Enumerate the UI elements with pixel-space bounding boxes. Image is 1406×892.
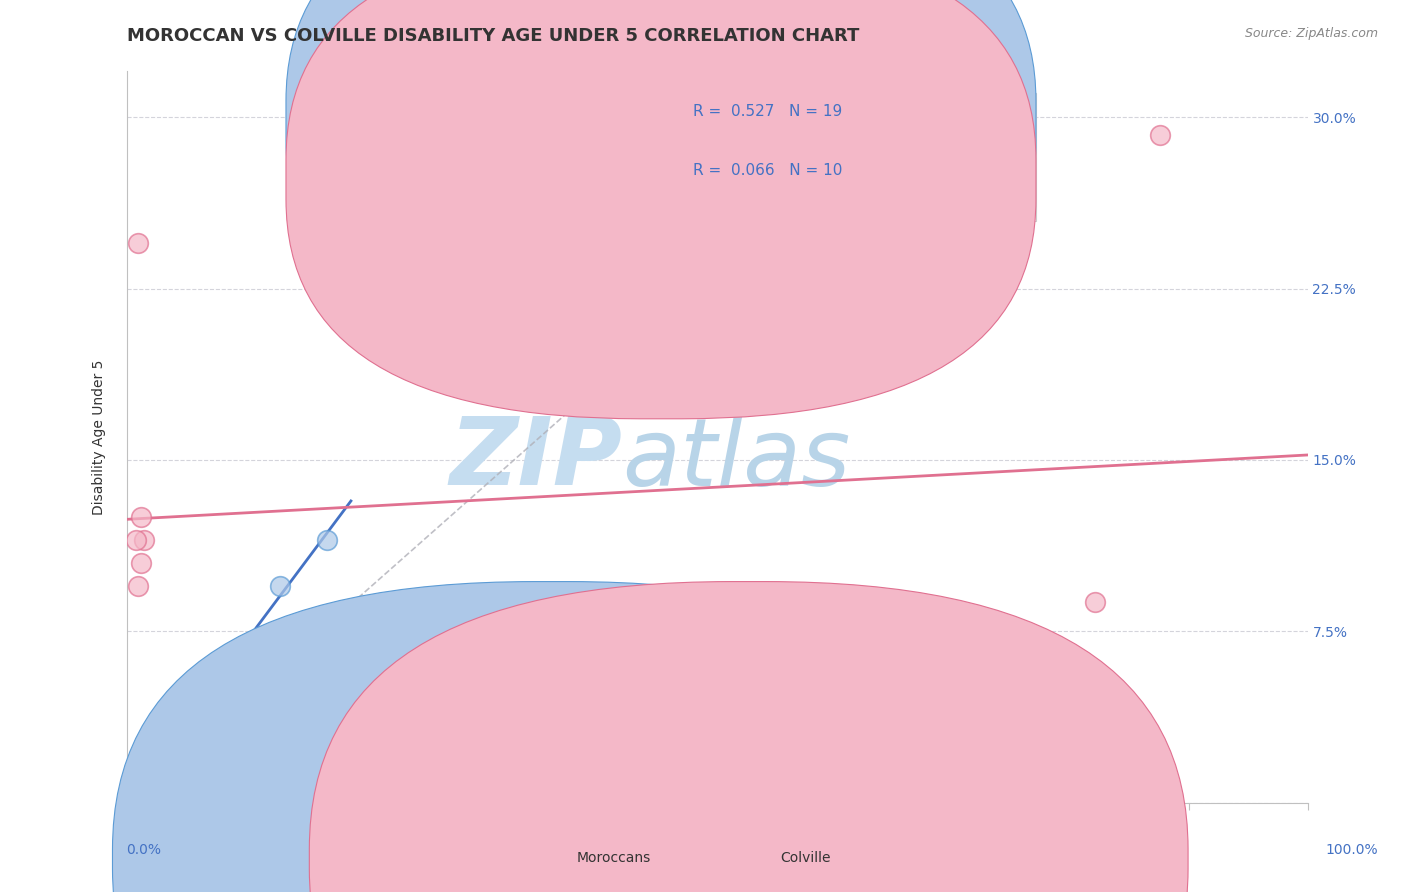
Point [122,782,145,797]
Text: R =  0.527   N = 19: R = 0.527 N = 19 [693,104,842,120]
Text: ZIP: ZIP [450,413,623,505]
Point [127,579,149,593]
Point [127,235,149,250]
Text: 0.0%: 0.0% [127,843,162,857]
Point [129,510,152,524]
Text: R =  0.066   N = 10: R = 0.066 N = 10 [693,162,842,178]
Point [120,784,142,798]
Point [124,789,146,803]
Point [134,533,156,547]
Y-axis label: Disability Age Under 5: Disability Age Under 5 [91,359,105,515]
Point [121,784,143,798]
Point [121,789,143,803]
Point [682,629,704,643]
Text: Source: ZipAtlas.com: Source: ZipAtlas.com [1244,27,1378,40]
FancyBboxPatch shape [285,0,1036,419]
Text: Moroccans: Moroccans [576,851,651,865]
Point [122,787,145,801]
Text: atlas: atlas [623,414,851,505]
Point [120,789,142,803]
Text: Colville: Colville [780,851,831,865]
Text: 100.0%: 100.0% [1326,843,1378,857]
Point [120,784,142,798]
Point [859,640,882,655]
Bar [623,94,1036,221]
Point [269,579,291,593]
Point [129,556,152,570]
Point [316,533,339,547]
Text: MOROCCAN VS COLVILLE DISABILITY AGE UNDER 5 CORRELATION CHART: MOROCCAN VS COLVILLE DISABILITY AGE UNDE… [127,27,859,45]
FancyBboxPatch shape [285,0,1036,360]
Point [1084,595,1107,609]
Point [124,787,146,801]
Point [121,787,143,801]
Point [120,787,142,801]
Point [122,789,145,803]
Point [1149,128,1171,143]
Point [120,787,142,801]
Point [125,787,148,801]
Point [121,782,143,797]
Point [125,533,148,547]
Point [120,789,142,803]
Point [122,784,145,798]
